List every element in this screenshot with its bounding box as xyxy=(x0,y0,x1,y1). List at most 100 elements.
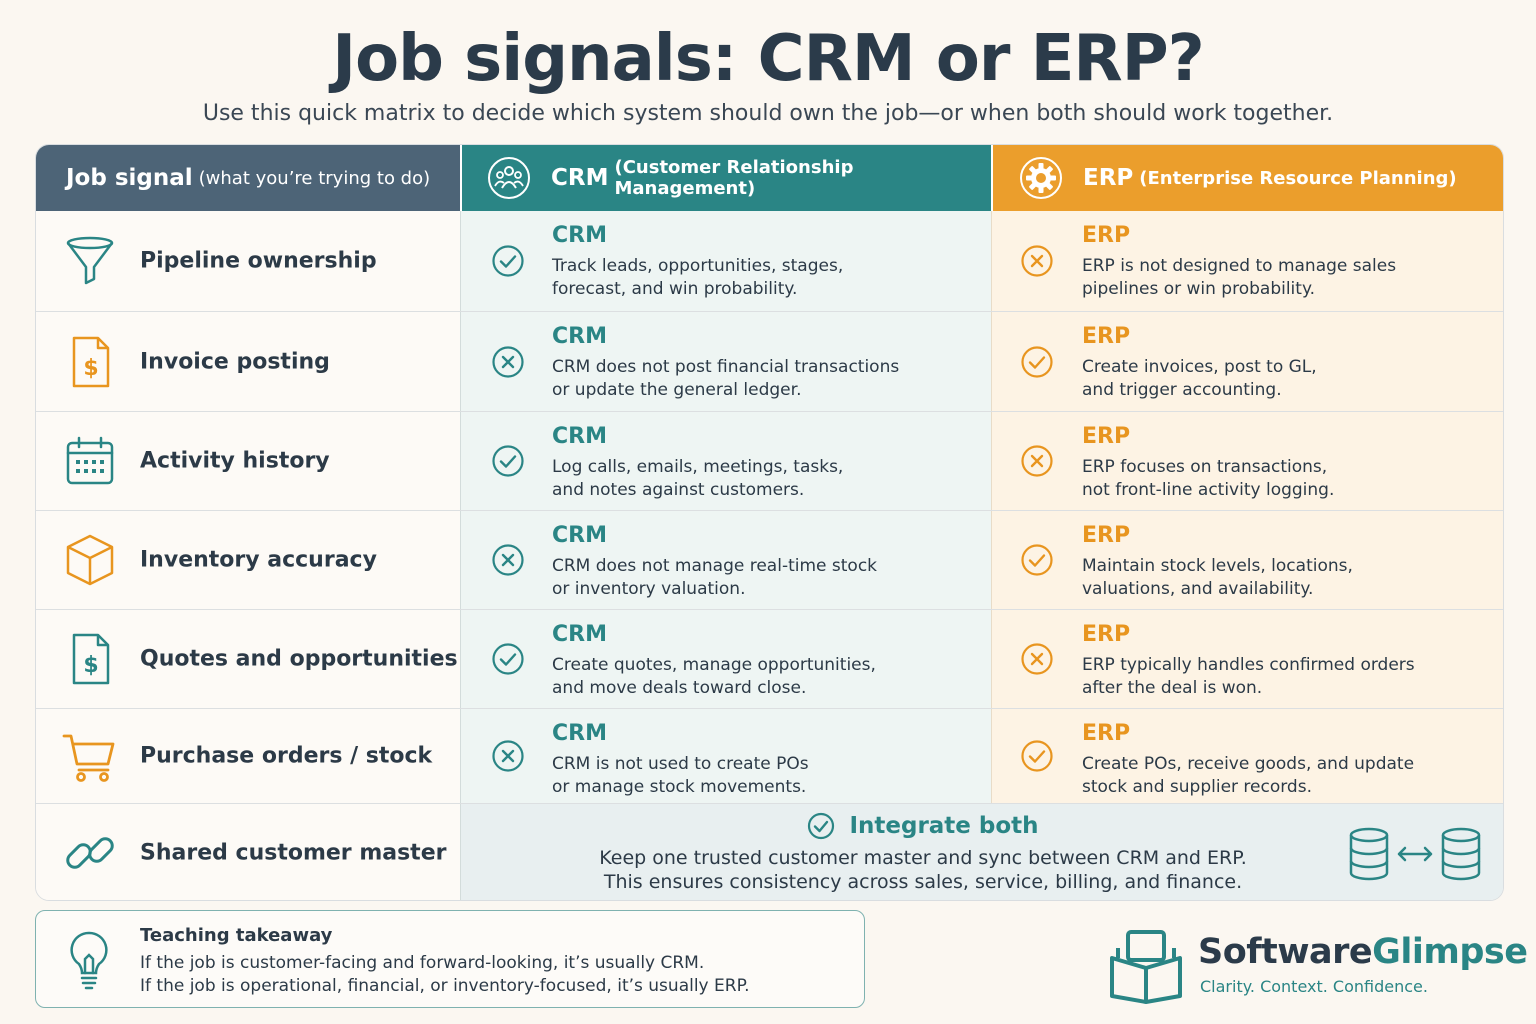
erp-line-1: ERP focuses on transactions, xyxy=(1082,457,1328,477)
header-crm-title: CRM xyxy=(551,165,609,191)
check-circle-icon xyxy=(1020,345,1054,379)
header-job-title: Job signal xyxy=(66,165,193,191)
check-circle-icon xyxy=(491,244,525,278)
erp-line-2: pipelines or win probability. xyxy=(1082,279,1315,299)
job-cell: $ Quotes and opportunities xyxy=(36,610,460,708)
erp-heading: ERP xyxy=(1082,523,1131,548)
erp-cell: ERP ERP focuses on transactions, not front… xyxy=(991,412,1503,510)
crm-cell: CRM CRM does not post financial transacti… xyxy=(460,312,991,411)
brand-name: SoftwareGlimpse xyxy=(1198,932,1528,972)
people-icon xyxy=(487,156,531,200)
erp-heading: ERP xyxy=(1082,324,1131,349)
takeaway-heading: Teaching takeaway xyxy=(140,925,333,946)
check-circle-icon xyxy=(491,642,525,676)
quote-icon: $ xyxy=(62,631,118,687)
takeaway-line-2: If the job is operational, financial, or… xyxy=(140,976,750,996)
header-erp: ERP (Enterprise Resource Planning) xyxy=(991,145,1503,211)
job-cell: Purchase orders / stock xyxy=(36,709,460,803)
job-label: Activity history xyxy=(140,448,330,474)
x-circle-icon xyxy=(1020,444,1054,478)
erp-cell: ERP ERP is not designed to manage sales pi… xyxy=(991,211,1503,311)
brand-tagline: Clarity. Context. Confidence. xyxy=(1200,977,1428,996)
job-cell: Inventory accuracy xyxy=(36,511,460,609)
matrix-row: Inventory accuracy CRM CRM does not manage… xyxy=(36,510,1503,609)
x-circle-icon xyxy=(491,739,525,773)
job-label: Quotes and opportunities xyxy=(140,646,458,672)
crm-description: Log calls, emails, meetings, tasks, and n… xyxy=(552,456,843,502)
erp-line-2: after the deal is won. xyxy=(1082,678,1263,698)
check-circle-icon xyxy=(1020,543,1054,577)
erp-cell: ERP Create invoices, post to GL, and trigg… xyxy=(991,312,1503,411)
crm-heading: CRM xyxy=(552,622,607,647)
crm-line-2: and move deals toward close. xyxy=(552,678,807,698)
crm-heading: CRM xyxy=(552,424,607,449)
erp-description: Maintain stock levels, locations, valuati… xyxy=(1082,555,1353,601)
job-label: Shared customer master xyxy=(140,840,447,866)
check-circle-icon xyxy=(491,444,525,478)
erp-cell: ERP Create POs, receive goods, and update… xyxy=(991,709,1503,803)
erp-line-1: Create POs, receive goods, and update xyxy=(1082,754,1415,774)
crm-heading: CRM xyxy=(552,223,607,248)
erp-line-1: Maintain stock levels, locations, xyxy=(1082,556,1353,576)
erp-heading: ERP xyxy=(1082,424,1131,449)
job-cell: Activity history xyxy=(36,412,460,510)
integrate-text: Keep one trusted customer master and syn… xyxy=(461,846,1385,894)
erp-line-1: Create invoices, post to GL, xyxy=(1082,357,1317,377)
takeaway-line-1: If the job is customer-facing and forwar… xyxy=(140,953,705,973)
x-circle-icon xyxy=(1020,244,1054,278)
svg-text:$: $ xyxy=(83,356,98,381)
erp-cell: ERP Maintain stock levels, locations, valu… xyxy=(991,511,1503,609)
brand-book-logo xyxy=(1110,930,1182,1004)
brand-name-part-2: Glimpse xyxy=(1372,932,1528,972)
integrate-both-cell: Integrate both Keep one trusted customer… xyxy=(460,804,1503,900)
crm-heading: CRM xyxy=(552,324,607,349)
crm-line-2: and notes against customers. xyxy=(552,480,805,500)
job-cell: Shared customer master xyxy=(36,804,460,900)
crm-description: CRM is not used to create POs or manage s… xyxy=(552,753,809,799)
crm-cell: CRM Log calls, emails, meetings, tasks, an… xyxy=(460,412,991,510)
x-circle-icon xyxy=(491,543,525,577)
crm-line-1: CRM is not used to create POs xyxy=(552,754,809,774)
erp-description: Create invoices, post to GL, and trigger … xyxy=(1082,356,1317,402)
header-job-subtitle: (what you’re trying to do) xyxy=(198,167,431,189)
crm-description: CRM does not manage real-time stock or in… xyxy=(552,555,877,601)
crm-cell: CRM Track leads, opportunities, stages, fo… xyxy=(460,211,991,311)
database-sync-icon xyxy=(1349,827,1481,881)
integrate-heading: Integrate both xyxy=(461,812,1385,840)
matrix-row: $ Invoice posting CRM CRM does not post fin… xyxy=(36,311,1503,411)
erp-line-1: ERP is not designed to manage sales xyxy=(1082,256,1397,276)
shared-customer-row: Shared customer master Integrate both Ke… xyxy=(36,803,1503,900)
teaching-takeaway: Teaching takeaway If the job is customer… xyxy=(35,910,865,1008)
lightbulb-icon xyxy=(70,931,108,990)
header-erp-title: ERP xyxy=(1083,165,1134,191)
job-label: Inventory accuracy xyxy=(140,547,377,573)
decision-matrix: Job signal (what you’re trying to do) CR… xyxy=(35,144,1504,901)
invoice-icon: $ xyxy=(62,334,118,390)
box-icon xyxy=(62,532,118,588)
erp-heading: ERP xyxy=(1082,721,1131,746)
erp-heading: ERP xyxy=(1082,223,1131,248)
link-icon xyxy=(62,825,118,881)
job-label: Purchase orders / stock xyxy=(140,743,433,769)
brand-name-part-1: Software xyxy=(1198,932,1373,972)
crm-heading: CRM xyxy=(552,721,607,746)
job-cell: Pipeline ownership xyxy=(36,211,460,311)
crm-cell: CRM CRM does not manage real-time stock or… xyxy=(460,511,991,609)
integrate-title: Integrate both xyxy=(849,813,1039,839)
page-subtitle: Use this quick matrix to decide which sy… xyxy=(202,101,1334,126)
job-label: Invoice posting xyxy=(140,349,330,374)
header-crm: CRM (Customer Relationship Management) xyxy=(460,145,991,211)
erp-line-1: ERP typically handles confirmed orders xyxy=(1082,655,1415,675)
crm-description: CRM does not post financial transactions… xyxy=(552,356,899,402)
funnel-icon xyxy=(62,233,118,289)
x-circle-icon xyxy=(491,345,525,379)
crm-line-1: Log calls, emails, meetings, tasks, xyxy=(552,457,844,477)
job-label: Pipeline ownership xyxy=(140,248,377,274)
svg-text:$: $ xyxy=(83,653,98,678)
page-title: Job signals: CRM or ERP? xyxy=(332,22,1204,96)
erp-line-2: not front-line activity logging. xyxy=(1082,480,1335,500)
calendar-icon xyxy=(62,433,118,489)
cart-icon xyxy=(62,728,118,784)
crm-line-2: forecast, and win probability. xyxy=(552,279,798,299)
crm-line-1: CRM does not post financial transactions xyxy=(552,357,900,377)
